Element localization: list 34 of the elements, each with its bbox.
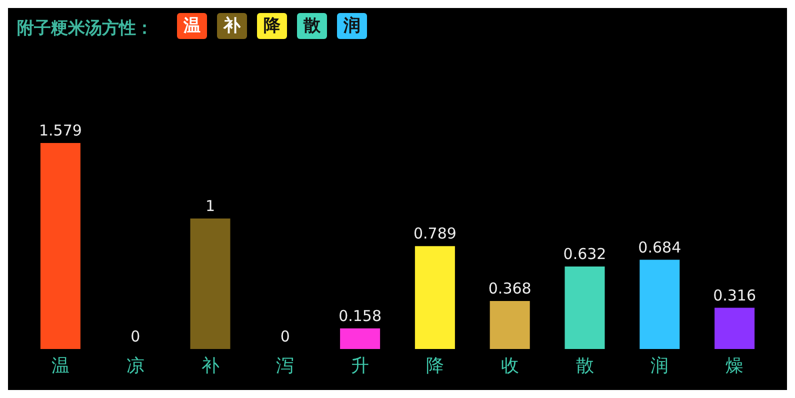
data-label: 0 [280, 328, 290, 346]
data-label: 1 [205, 197, 216, 216]
data-label: 0 [130, 328, 140, 346]
bar [414, 246, 455, 349]
bar [190, 218, 230, 349]
x-tick-label: 收 [500, 356, 519, 376]
x-tick-label: 润 [650, 356, 669, 376]
x-tick-label: 温 [51, 356, 70, 376]
bar [640, 260, 680, 349]
data-label: 1.579 [38, 122, 82, 140]
data-label: 0.158 [338, 306, 382, 325]
x-tick-label: 散 [576, 356, 594, 376]
x-tick-label: 燥 [726, 356, 744, 376]
chart-title: 附子粳米汤方性： [17, 18, 153, 38]
text: 补 [222, 16, 242, 36]
data-label: 0.316 [713, 286, 756, 304]
text: 散 [302, 16, 322, 36]
bar [564, 266, 605, 349]
text: 降 [264, 16, 282, 36]
bar [40, 143, 80, 349]
data-label: 0.632 [563, 245, 606, 264]
data-label: 0.789 [413, 224, 456, 243]
x-tick-label: 降 [426, 356, 444, 376]
x-tick-label: 凉 [126, 356, 144, 376]
bar [714, 308, 755, 349]
text: 温 [182, 16, 200, 36]
x-tick-label: 补 [201, 356, 220, 376]
bar [340, 328, 380, 349]
text: 润 [342, 16, 360, 36]
bar [490, 300, 530, 349]
x-tick-label: 泻 [276, 356, 294, 376]
data-label: 0.684 [638, 238, 682, 256]
data-label: 0.368 [488, 279, 532, 298]
x-tick-label: 升 [351, 356, 370, 376]
